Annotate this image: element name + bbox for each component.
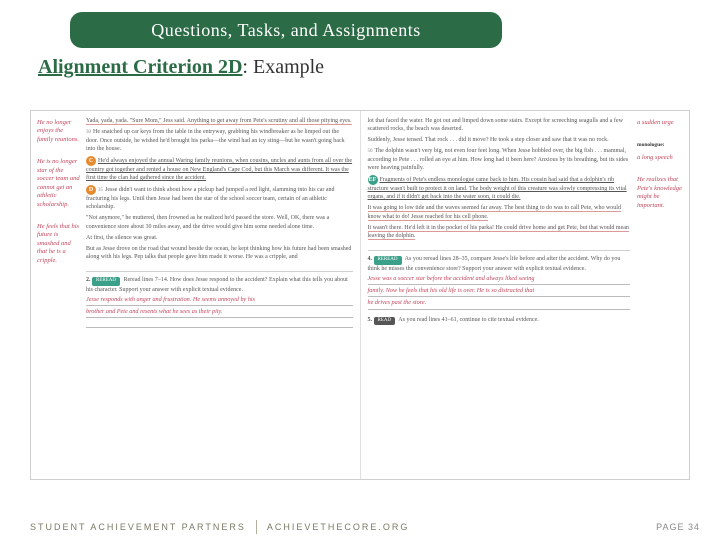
question-4: 4. REREAD As you reread lines 28–35, com…: [368, 250, 631, 310]
line-number: 30: [86, 130, 91, 135]
reread-tag: REREAD: [92, 277, 120, 286]
question-prompt: Reread lines 7–14. How does Jesse respon…: [86, 277, 348, 293]
header-bar: Questions, Tasks, and Assignments: [70, 12, 502, 48]
body-text: He'd always enjoyed the annual Waring fa…: [86, 158, 352, 181]
margin-note: a long speech: [637, 154, 682, 162]
body-text: "Not anymore," he muttered, then frowned…: [86, 215, 329, 229]
footer-org: STUDENT ACHIEVEMENT PARTNERS: [30, 522, 246, 532]
gloss-term: monologue:: [637, 142, 665, 148]
body-text: The dolphin wasn't very big, not even fo…: [368, 148, 629, 171]
right-page: lot that faced the water. He got out and…: [360, 111, 690, 479]
answer-line: he drives past the store.: [368, 299, 631, 309]
question-prompt: As you reread lines 28–35, compare Jesse…: [368, 256, 621, 272]
criterion-suffix: : Example: [242, 56, 324, 78]
body-text: It was going to low tide and the waves s…: [368, 205, 621, 220]
answer-line: Jesse responds with anger and frustratio…: [86, 296, 353, 306]
body-text: lot that faced the water. He got out and…: [368, 118, 623, 132]
question-prompt: As you read lines 41–61, continue to cit…: [398, 317, 538, 323]
read-tag: READ: [374, 317, 396, 326]
footer-site: ACHIEVETHECORE.ORG: [267, 522, 410, 532]
bullet-c-icon: C: [86, 156, 96, 166]
body-text: He snatched up car keys from the table i…: [86, 129, 345, 152]
answer-line: family. Now he feels that his old life i…: [368, 287, 631, 297]
margin-note: a sudden urge: [637, 119, 682, 127]
left-page: He no longer enjoys the family reunions.…: [31, 111, 360, 479]
question-number: 4.: [368, 256, 373, 262]
body-text: But as Jesse drove on the road that woun…: [86, 246, 351, 260]
footer-divider: [256, 520, 257, 534]
body-text: Yada, yada, yada. "Sure Mom," Jess said.…: [86, 118, 352, 125]
margin-note: He feels that his future is smashed and …: [37, 223, 80, 265]
margin-note: He realizes that Pete's knowledge might …: [637, 176, 682, 210]
blank-line: [86, 320, 353, 328]
question-number: 5.: [368, 317, 373, 323]
answer-line: Jesse was a soccer star before the accid…: [368, 275, 631, 285]
bullet-ef-icon: EF: [368, 175, 378, 185]
bullet-d-icon: D: [86, 185, 96, 195]
body-text: At first, the silence was great.: [86, 235, 157, 241]
answer-line: brother and Pete and resents what he see…: [86, 308, 353, 318]
header-title: Questions, Tasks, and Assignments: [151, 20, 420, 41]
criterion-label: Alignment Criterion 2D: [38, 56, 242, 78]
page-number: PAGE 34: [656, 522, 700, 532]
right-text-column: lot that faced the water. He got out and…: [365, 117, 634, 475]
subtitle: Alignment Criterion 2D: Example: [38, 56, 324, 79]
right-margin-notes: a sudden urge monologue: a long speech H…: [633, 117, 685, 475]
body-text: Suddenly, Jesse tensed. That rock . . . …: [368, 137, 609, 143]
reread-tag: REREAD: [374, 256, 402, 265]
left-margin-notes: He no longer enjoys the family reunions.…: [35, 117, 83, 475]
body-text: It wasn't there. He'd left it in the poc…: [368, 225, 629, 240]
question-number: 2.: [86, 277, 91, 283]
question-5: 5. READ As you read lines 41–61, continu…: [368, 316, 631, 326]
footer-bar: STUDENT ACHIEVEMENT PARTNERS ACHIEVETHEC…: [30, 520, 700, 534]
example-content-frame: He no longer enjoys the family reunions.…: [30, 110, 690, 480]
margin-note: He no longer enjoys the family reunions.: [37, 119, 80, 144]
body-text: Jesse didn't want to think about how a p…: [86, 187, 335, 210]
margin-note: He is no longer star of the soccer team …: [37, 158, 80, 209]
left-text-column: Yada, yada, yada. "Sure Mom," Jess said.…: [83, 117, 356, 475]
question-2: 2. REREAD Reread lines 7–14. How does Je…: [86, 271, 353, 329]
body-text: Fragments of Pete's endless monologue ca…: [368, 177, 627, 200]
